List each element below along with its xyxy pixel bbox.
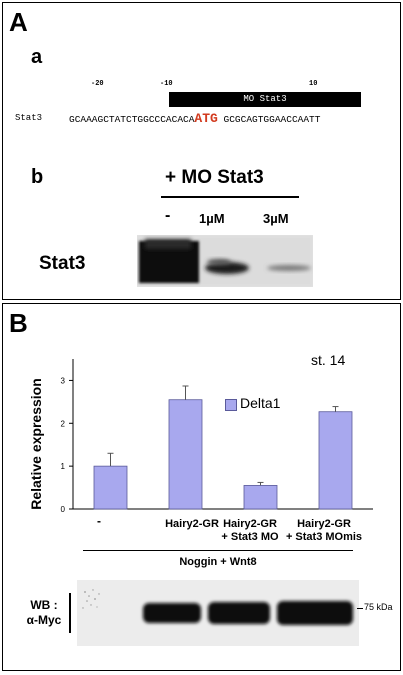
y-axis-title: Relative expression [28,378,44,510]
stat3-western-blot [137,235,313,287]
kda-tick [357,608,363,609]
sequence-line: GCAAAGCTATCTGGCCCACACAATG GCGCAGTGGAACCA… [69,111,320,126]
sequence-prefix: GCAAAGCTATCTGGCCCACACA [69,114,195,125]
panel-b: B st. 14 Relative expression 0 1 2 3 Delta1… [2,303,401,671]
delta1-bar-chart: Relative expression 0 1 2 3 [28,359,373,514]
panel-a-letter: A [9,7,28,37]
legend-swatch [225,399,237,411]
mo-bar-label: MO Stat3 [243,94,287,104]
y-tick-label: 3 [61,376,66,385]
panel-b-letter: B [9,308,28,338]
blot-label-stat3: Stat3 [39,253,86,274]
bar-delta1 [318,411,353,510]
position-tick-minus10: -10 [160,80,173,88]
legend-label: Delta1 [240,395,281,411]
xlabel-hairy2-gr-stat3-mo-line2: + Stat3 MO [221,531,279,543]
y-tick-label: 0 [61,505,66,514]
stage-label: st. 14 [311,352,346,368]
wb-label-line1: WB : [30,598,58,612]
start-codon: ATG [194,111,218,126]
wb-label-line2: α-Myc [26,613,62,627]
wb-label: WB : α-Myc [23,598,65,628]
xlabel-control: - [97,514,101,528]
subpanel-b-letter: b [31,166,44,188]
y-tick-label: 1 [61,462,66,471]
xlabel-hairy2-gr-stat3-mo-line1: Hairy2-GR [223,518,277,530]
panel-a: A a -20 -10 10 MO Stat3 Stat3 GCAAAGCTAT… [2,2,401,300]
mo-target-bar: MO Stat3 [169,92,361,107]
position-tick-minus20: -20 [91,80,104,88]
xlabel-hairy2-gr-stat3-mo: Hairy2-GR + Stat3 MO [215,518,285,544]
treatment-underline [161,196,299,198]
kda-label: 75 kDa [364,602,393,612]
treatment-header: + MO Stat3 [165,167,264,188]
bar-delta1 [168,399,203,510]
bar-delta1 [93,465,128,510]
y-tick-label: 2 [61,419,66,428]
xlabel-hairy2-gr-stat3-momis-line2: + Stat3 MOmis [285,531,363,543]
xlabel-hairy2-gr-stat3-momis: Hairy2-GR + Stat3 MOmis [283,518,365,544]
xlabel-hairy2-gr-stat3-momis-line1: Hairy2-GR [297,518,351,530]
position-tick-10: 10 [309,80,318,88]
sequence-suffix: GCGCAGTGGAACCAATT [217,114,321,125]
subpanel-a-letter: a [31,46,43,68]
myc-western-blot [77,580,359,646]
sequence-gene-label: Stat3 [15,113,43,123]
wb-divider [69,593,71,633]
xlabel-hairy2-gr: Hairy2-GR [165,518,219,530]
lane-label-control: - [165,207,171,224]
condition-line [83,550,353,551]
bar-delta1 [243,485,278,510]
lane-label-1um: 1µM [199,211,225,226]
condition-label: Noggin + Wnt8 [179,556,257,568]
lane-label-3um: 3µM [263,211,289,226]
